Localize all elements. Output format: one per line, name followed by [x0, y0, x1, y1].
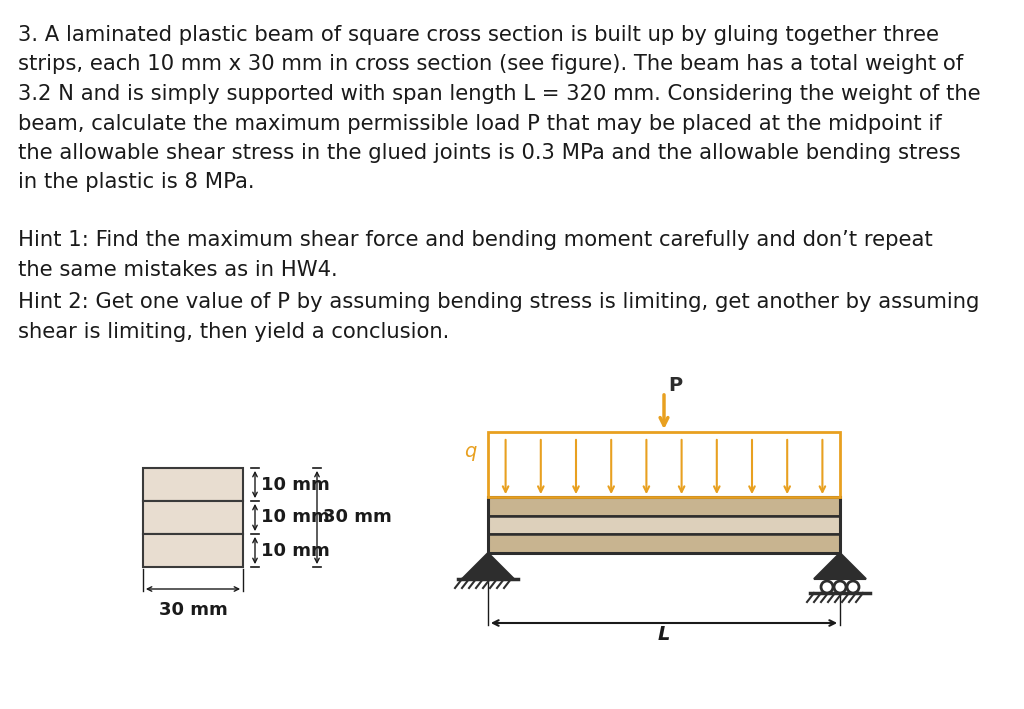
Text: 3. A laminated plastic beam of square cross section is built up by gluing togeth: 3. A laminated plastic beam of square cr…	[18, 25, 939, 45]
Polygon shape	[814, 553, 866, 579]
Text: L: L	[657, 625, 670, 644]
Bar	[143, 501, 243, 534]
Polygon shape	[462, 553, 514, 579]
Text: Hint 2: Get one value of P by assuming bending stress is limiting, get another b: Hint 2: Get one value of P by assuming b…	[18, 292, 979, 312]
Text: q: q	[464, 442, 476, 461]
Text: Hint 1: Find the maximum shear force and bending moment carefully and don’t repe: Hint 1: Find the maximum shear force and…	[18, 230, 933, 250]
Text: 30 mm: 30 mm	[159, 601, 227, 619]
Text: 30 mm: 30 mm	[323, 508, 392, 527]
Text: P: P	[668, 376, 682, 395]
Bar	[143, 468, 243, 501]
Text: strips, each 10 mm x 30 mm in cross section (see figure). The beam has a total w: strips, each 10 mm x 30 mm in cross sect…	[18, 55, 964, 74]
Circle shape	[847, 581, 859, 593]
Circle shape	[834, 581, 846, 593]
Bar	[488, 497, 840, 515]
Text: 3.2 N and is simply supported with span length L = 320 mm. Considering the weigh: 3.2 N and is simply supported with span …	[18, 84, 981, 104]
Text: 10 mm: 10 mm	[261, 508, 330, 527]
Bar	[143, 534, 243, 567]
Circle shape	[821, 581, 833, 593]
Bar	[488, 515, 840, 535]
Bar	[488, 535, 840, 553]
Text: beam, calculate the maximum permissible load P that may be placed at the midpoin: beam, calculate the maximum permissible …	[18, 113, 942, 133]
Bar	[488, 497, 840, 553]
Text: 10 mm: 10 mm	[261, 542, 330, 559]
Bar	[488, 432, 840, 497]
Text: the allowable shear stress in the glued joints is 0.3 MPa and the allowable bend: the allowable shear stress in the glued …	[18, 143, 961, 163]
Text: 10 mm: 10 mm	[261, 476, 330, 493]
Text: in the plastic is 8 MPa.: in the plastic is 8 MPa.	[18, 172, 255, 193]
Text: shear is limiting, then yield a conclusion.: shear is limiting, then yield a conclusi…	[18, 321, 450, 342]
Text: the same mistakes as in HW4.: the same mistakes as in HW4.	[18, 259, 338, 279]
